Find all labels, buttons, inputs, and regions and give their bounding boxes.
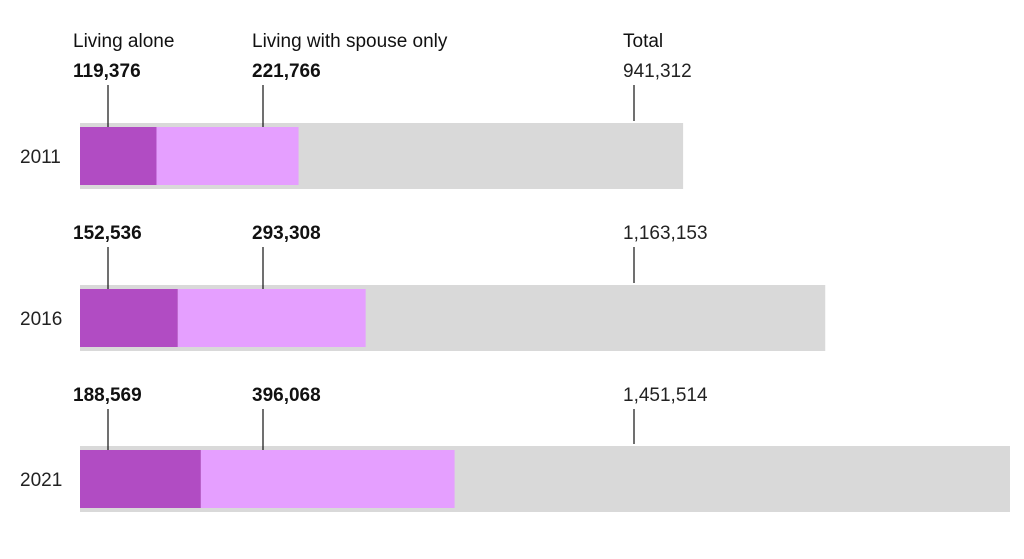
value-label-living-alone-2016: 152,536 — [73, 223, 142, 244]
value-label-living-alone-2021: 188,569 — [73, 385, 142, 406]
legend-living-alone: Living alone — [73, 31, 174, 52]
value-label-living-with-spouse-only-2021: 396,068 — [252, 385, 321, 406]
bar-spouse-only-2011 — [156, 127, 299, 185]
bar-living-alone-2016 — [80, 289, 178, 347]
bar-living-alone-2011 — [80, 127, 157, 185]
value-label-living-alone-2011: 119,376 — [73, 61, 141, 82]
value-label-living-with-spouse-only-2016: 293,308 — [252, 223, 321, 244]
value-label-total-2016: 1,163,153 — [623, 223, 708, 244]
bar-spouse-only-2021 — [200, 450, 455, 508]
bar-living-alone-2021 — [80, 450, 201, 508]
value-label-living-with-spouse-only-2011: 221,766 — [252, 61, 321, 82]
bar-spouse-only-2016 — [177, 289, 366, 347]
legend-living-with-spouse-only: Living with spouse only — [252, 31, 448, 52]
value-label-total-2011: 941,312 — [623, 61, 692, 82]
year-label-2016: 2016 — [20, 309, 62, 330]
value-label-total-2021: 1,451,514 — [623, 385, 708, 406]
legend-total: Total — [623, 31, 663, 52]
year-label-2011: 2011 — [20, 147, 61, 168]
year-label-2021: 2021 — [20, 470, 62, 491]
